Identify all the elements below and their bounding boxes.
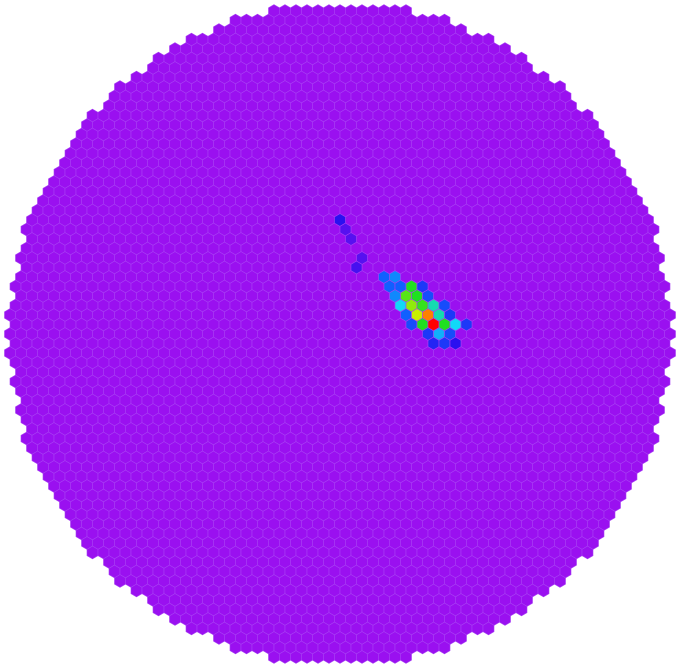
camera-pixel (515, 602, 528, 617)
camera-pixel (301, 650, 313, 664)
camera-pixel (169, 612, 181, 626)
signal-pixel (345, 232, 357, 246)
camera-pixel (240, 640, 253, 655)
camera-pixel (537, 583, 550, 598)
camera-pixel (251, 640, 264, 655)
camera-pixel (356, 650, 368, 664)
camera-pixel (152, 602, 165, 617)
camera-pixel (114, 574, 126, 588)
signal-pixel (460, 317, 473, 332)
camera-pixel (554, 574, 566, 588)
camera-pixel (130, 583, 143, 598)
camera-pixel (345, 650, 357, 664)
camera-pixel (268, 650, 280, 664)
camera-pixel (86, 545, 99, 560)
camera-pixel (400, 650, 412, 664)
camera-pixel (378, 650, 390, 664)
camera-pixel (213, 631, 225, 645)
camera-pixel (367, 650, 379, 664)
signal-pixel (438, 336, 451, 351)
camera-pixel (389, 650, 401, 664)
camera-pixel (229, 640, 242, 655)
camera-pixel (334, 650, 346, 664)
camera-pixel (581, 545, 594, 560)
camera-pixel (279, 650, 291, 664)
signal-pixel (427, 336, 440, 351)
signal-pixel (350, 260, 363, 275)
camera-pixel (416, 640, 429, 655)
camera-pixel (323, 650, 335, 664)
camera-pixel (438, 640, 451, 655)
camera-pixel (482, 621, 495, 636)
camera-pixel (427, 640, 440, 655)
camera-pixel (196, 621, 209, 636)
camera-pixel (471, 621, 484, 636)
signal-pixel (449, 336, 462, 351)
camera-pixel (499, 612, 511, 626)
camera-pixel (455, 631, 467, 645)
signal-pixel (405, 317, 418, 332)
camera-pixel (290, 650, 302, 664)
camera-pixel (185, 621, 198, 636)
camera-pixel (312, 650, 324, 664)
